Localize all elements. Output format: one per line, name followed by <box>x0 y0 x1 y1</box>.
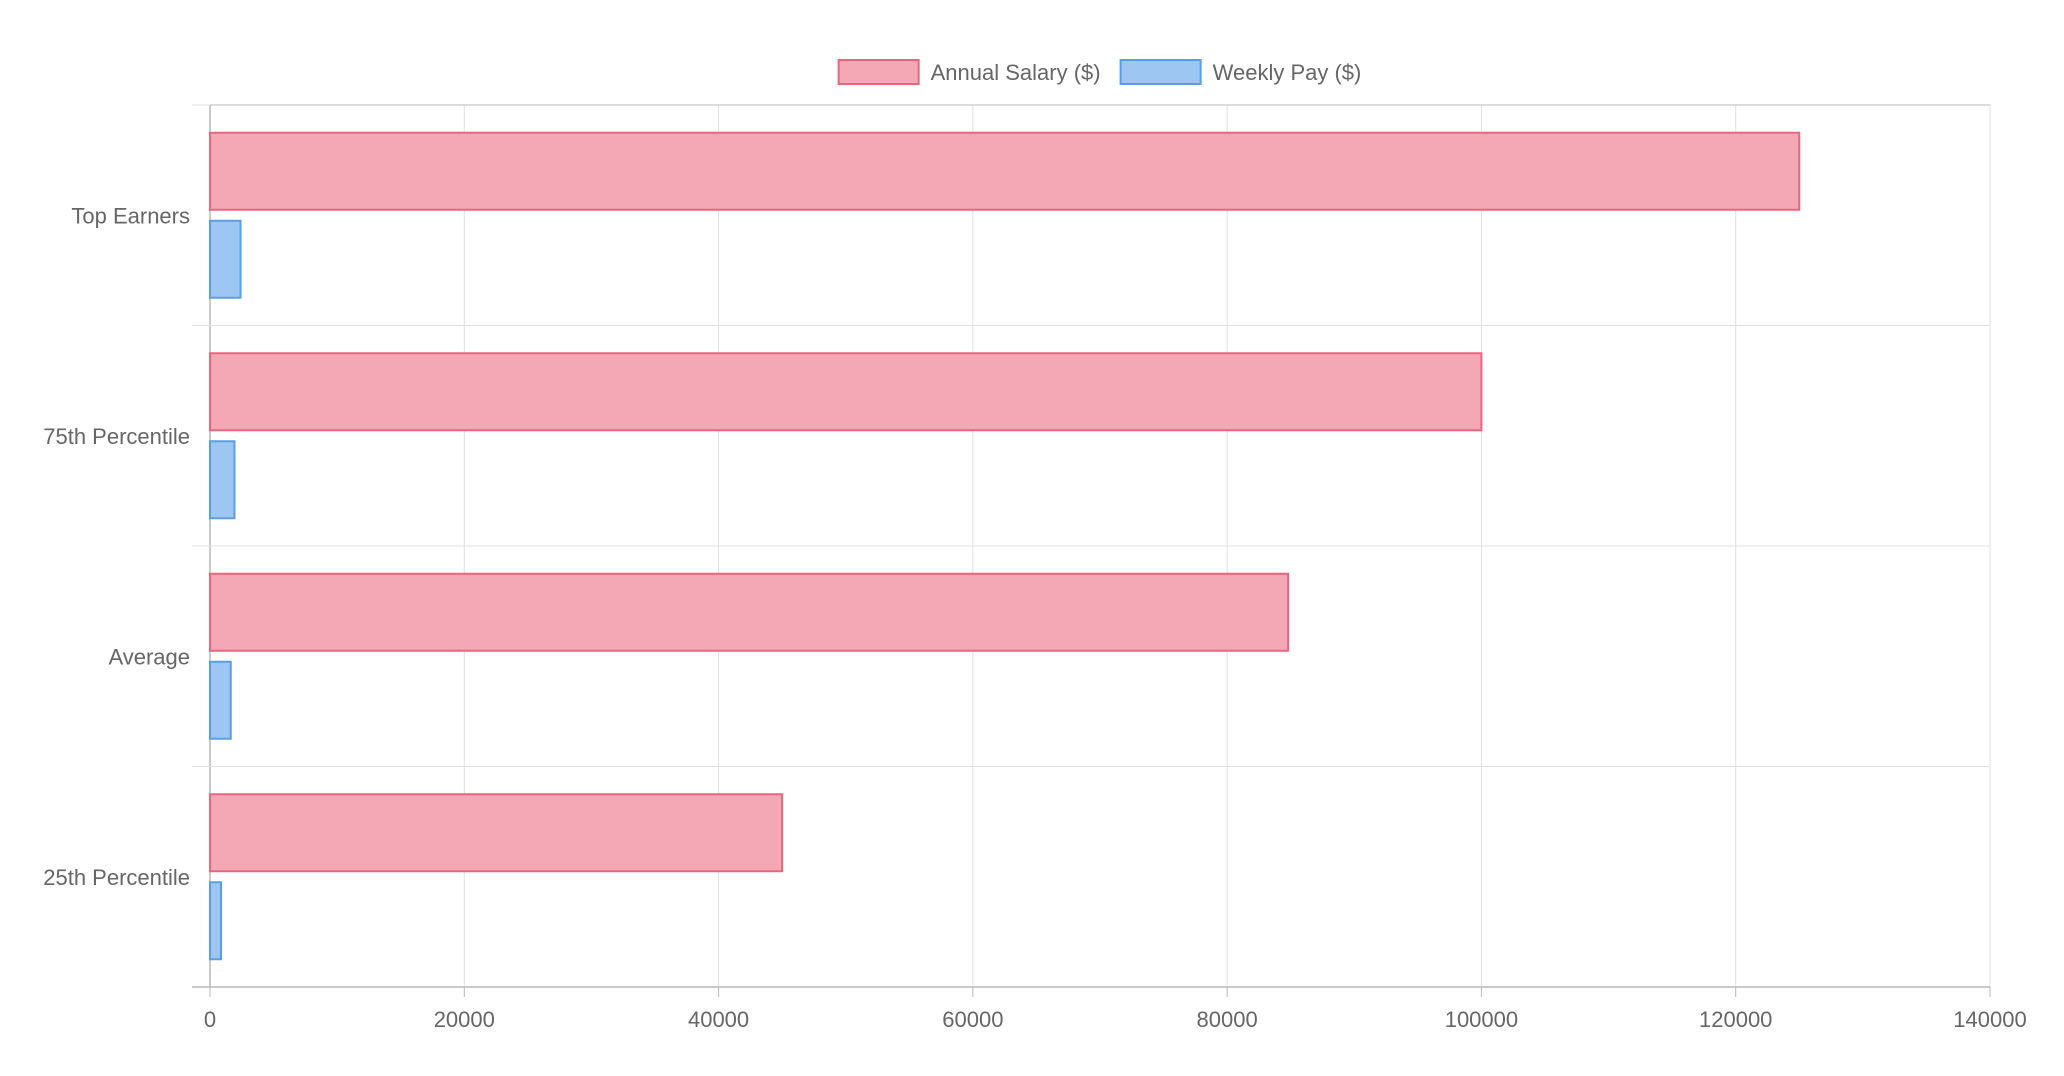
bar-weekly-pay[interactable] <box>210 441 234 518</box>
y-category-label: 25th Percentile <box>43 865 190 890</box>
bar-annual-salary[interactable] <box>210 133 1799 210</box>
legend-label: Weekly Pay ($) <box>1213 60 1362 85</box>
legend[interactable]: Annual Salary ($) Weekly Pay ($) <box>839 60 1362 85</box>
bar-annual-salary[interactable] <box>210 574 1288 651</box>
x-tick-label: 60000 <box>942 1007 1003 1032</box>
x-tick-label: 140000 <box>1953 1007 2026 1032</box>
x-tick-label: 120000 <box>1699 1007 1772 1032</box>
y-category-label: Average <box>108 644 190 669</box>
legend-swatch <box>1121 60 1201 84</box>
bar-weekly-pay[interactable] <box>210 662 231 739</box>
y-category-label: Top Earners <box>71 203 190 228</box>
bar-weekly-pay[interactable] <box>210 882 221 959</box>
legend-swatch <box>839 60 919 84</box>
y-category-label: 75th Percentile <box>43 424 190 449</box>
x-tick-label: 0 <box>204 1007 216 1032</box>
x-tick-label: 80000 <box>1197 1007 1258 1032</box>
chart-container: 0 20000 40000 60000 80000 100000 120000 140000 T… <box>0 0 2064 1076</box>
bar-annual-salary[interactable] <box>210 353 1481 430</box>
x-tick-label: 100000 <box>1445 1007 1518 1032</box>
legend-item-annual-salary[interactable]: Annual Salary ($) <box>839 60 1101 85</box>
x-tick-label: 20000 <box>434 1007 495 1032</box>
bar-weekly-pay[interactable] <box>210 221 241 298</box>
legend-label: Annual Salary ($) <box>931 60 1101 85</box>
legend-item-weekly-pay[interactable]: Weekly Pay ($) <box>1121 60 1362 85</box>
bar-chart: 0 20000 40000 60000 80000 100000 120000 140000 T… <box>0 0 2064 1076</box>
bar-annual-salary[interactable] <box>210 794 782 871</box>
x-tick-label: 40000 <box>688 1007 749 1032</box>
